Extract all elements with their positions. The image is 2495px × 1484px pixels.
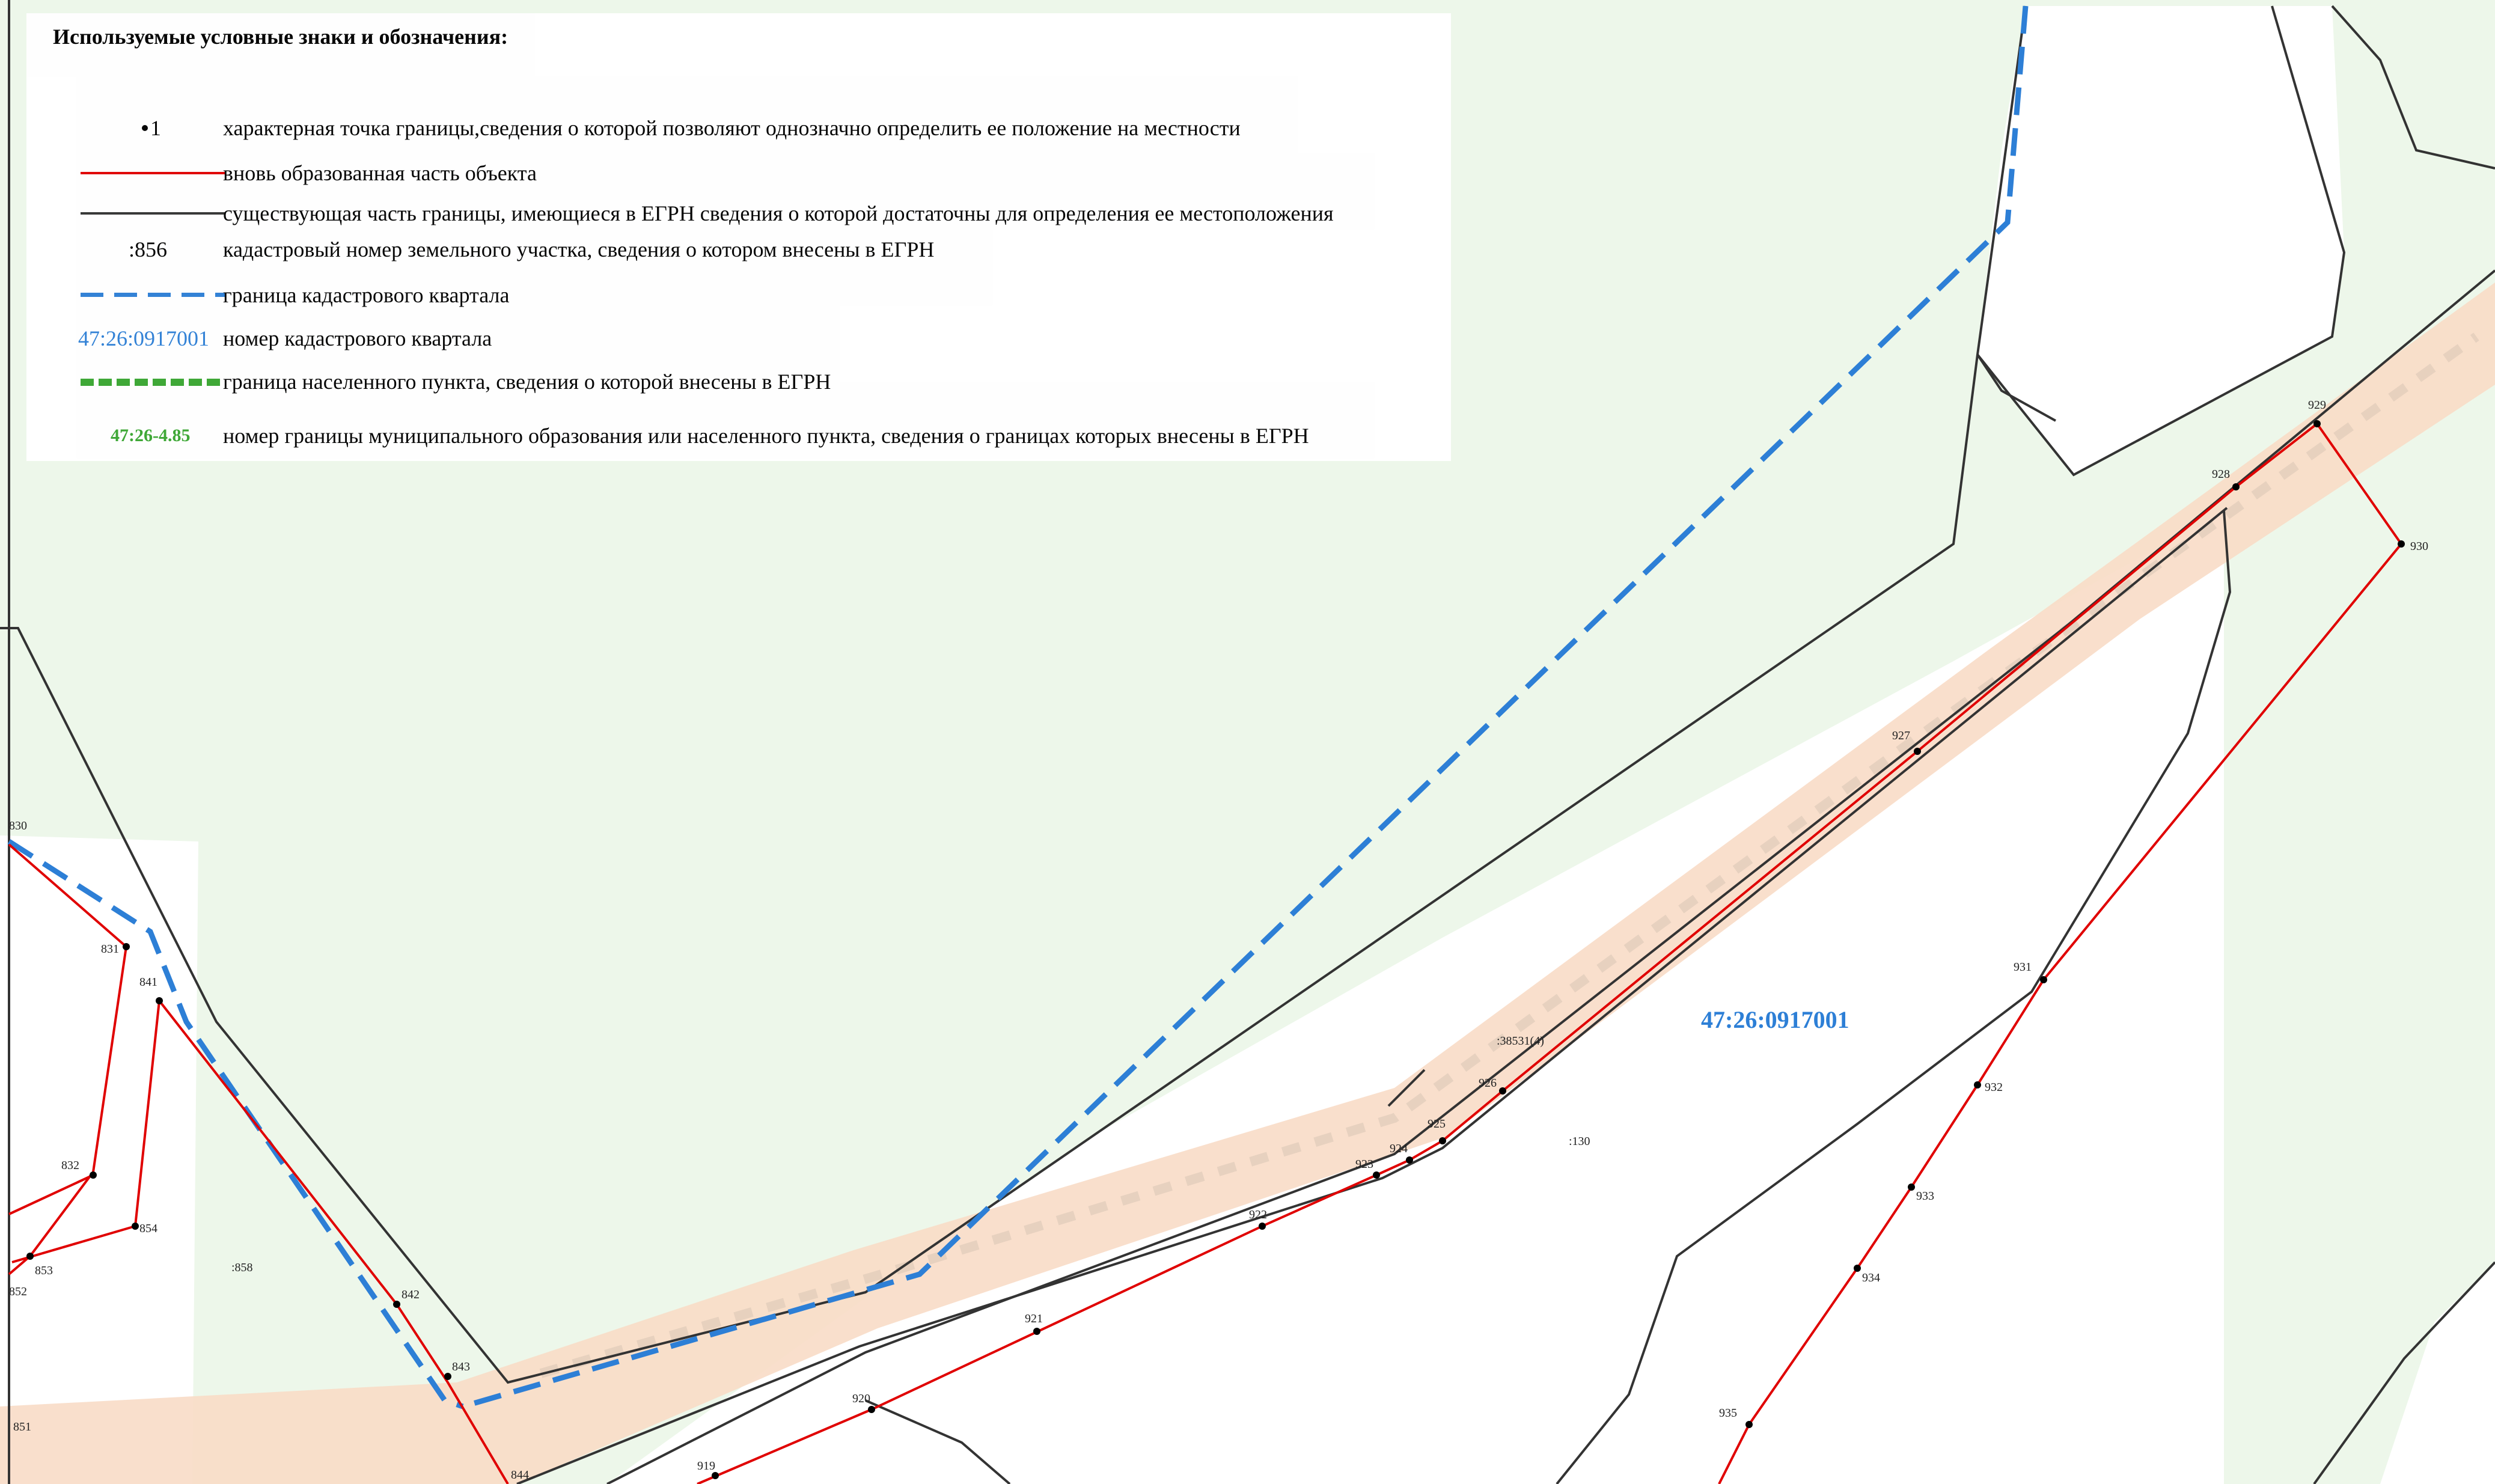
point-label: 928 [2212, 468, 2230, 481]
legend-text-green-dash: граница населенного пункта, сведения о к… [223, 370, 831, 394]
quarter-boundary [7, 5, 2029, 1409]
point-label: 930 [2410, 540, 2428, 553]
point-932 [1974, 1081, 1981, 1089]
point-929 [2313, 420, 2321, 427]
parcel-label-130: :130 [1569, 1135, 1590, 1148]
blue-dash-symbol [81, 293, 225, 297]
point-label: 851 [13, 1420, 31, 1434]
legend-item-parcel-number: :856 кадастровый номер земельного участк… [26, 231, 1451, 267]
legend-panel: Используемые условные знаки и обозначени… [26, 13, 1451, 461]
point-label: 926 [1479, 1076, 1497, 1090]
point-label: 830 [9, 819, 27, 832]
white-parcel-lower-right [2380, 1262, 2495, 1484]
point-843 [444, 1373, 451, 1380]
point-842 [393, 1301, 400, 1308]
point-label: 844 [511, 1468, 529, 1482]
point-label: 919 [697, 1459, 715, 1473]
legend-text-green-number: номер границы муниципального образования… [223, 424, 1309, 448]
legend-text-blue-dash: граница кадастрового квартала [223, 283, 510, 307]
point-919 [712, 1472, 719, 1479]
point-label: 854 [139, 1222, 157, 1235]
legend-text-black-line: существующая часть границы, имеющиеся в … [223, 201, 1334, 225]
point-symbol-label: 1 [150, 116, 161, 140]
point-933 [1908, 1183, 1915, 1191]
legend-item-red-line: вновь образованная часть объекта [26, 154, 1451, 191]
parcel-label-858: :858 [231, 1261, 253, 1274]
legend-item-point: 1 характерная точка границы,сведения о к… [26, 109, 1451, 145]
point-label: 853 [35, 1264, 53, 1277]
boundary-points: 831 841 832 854 853 852 830 842 843 844 … [9, 398, 2428, 1482]
point-930 [2398, 540, 2405, 548]
point-label: 831 [101, 942, 119, 956]
legend-item-black-line: существующая часть границы, имеющиеся в … [26, 195, 1451, 231]
point-934 [1854, 1265, 1861, 1272]
legend-text-parcel-number: кадастровый номер земельного участка, св… [223, 237, 935, 261]
legend-item-blue-dash: граница кадастрового квартала [26, 276, 1451, 313]
white-parcel-left [0, 835, 198, 1484]
point-label: 933 [1916, 1189, 1934, 1203]
point-label: 931 [2014, 960, 2032, 974]
legend-text-point: характерная точка границы,сведения о кот… [223, 116, 1241, 140]
legend-text-red-line: вновь образованная часть объекта [223, 161, 537, 185]
green-dash-symbol [81, 379, 225, 386]
point-924 [1406, 1156, 1413, 1164]
point-label: 935 [1719, 1406, 1737, 1420]
black-line-symbol [81, 212, 225, 215]
point-label: 842 [402, 1288, 420, 1301]
point-label: 927 [1892, 729, 1910, 742]
point-853 [26, 1253, 34, 1260]
legend-title: Используемые условные знаки и обозначени… [53, 25, 508, 49]
point-label: 843 [452, 1360, 470, 1373]
point-928 [2232, 483, 2240, 490]
point-931 [2040, 976, 2047, 983]
point-label: 852 [9, 1285, 27, 1298]
point-label: 841 [139, 976, 157, 989]
point-927 [1914, 748, 1921, 755]
legend-item-green-dash: граница населенного пункта, сведения о к… [26, 363, 1451, 399]
parcel-label-38531: :38531(4) [1497, 1034, 1544, 1048]
point-841 [156, 997, 163, 1004]
point-832 [90, 1171, 97, 1179]
point-921 [1033, 1328, 1040, 1335]
point-label: 832 [61, 1159, 79, 1172]
white-parcel-upper-right [1977, 6, 2344, 475]
legend-item-green-number: 47:26-4.85 номер границы муниципального … [26, 417, 1451, 453]
legend-item-quarter-number: 47:26:0917001 номер кадастрового квартал… [26, 320, 1451, 356]
point-854 [132, 1223, 139, 1230]
point-label: 925 [1428, 1117, 1446, 1131]
point-label: 934 [1862, 1271, 1880, 1284]
legend-text-quarter-number: номер кадастрового квартала [223, 326, 492, 350]
point-922 [1259, 1223, 1266, 1230]
green-number-symbol: 47:26-4.85 [111, 426, 191, 445]
point-label: 920 [852, 1392, 870, 1405]
point-label: 932 [1985, 1081, 2003, 1094]
red-line-symbol [81, 172, 225, 174]
point-935 [1745, 1421, 1753, 1428]
parcel-number-symbol: :856 [129, 237, 168, 261]
point-831 [123, 943, 130, 950]
point-926 [1499, 1087, 1506, 1095]
point-920 [868, 1406, 875, 1413]
point-label: 923 [1355, 1158, 1373, 1171]
point-symbol [142, 125, 148, 131]
road-texture [539, 332, 2479, 1378]
point-label: 921 [1025, 1312, 1043, 1325]
point-925 [1439, 1137, 1446, 1144]
point-label: 924 [1390, 1142, 1408, 1155]
quarter-number-label: 47:26:0917001 [1701, 1006, 1849, 1033]
point-923 [1373, 1171, 1380, 1179]
quarter-number-symbol: 47:26:0917001 [78, 326, 210, 350]
point-label: 922 [1249, 1208, 1267, 1221]
point-label: 929 [2308, 398, 2326, 412]
